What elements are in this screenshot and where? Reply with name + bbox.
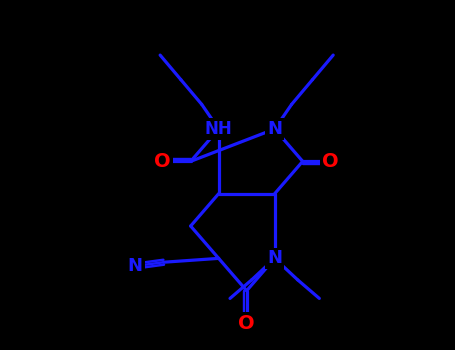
Text: O: O (323, 152, 339, 171)
Text: N: N (128, 257, 143, 275)
Text: NH: NH (205, 120, 233, 138)
Text: N: N (267, 120, 282, 138)
Text: O: O (238, 314, 255, 332)
Text: O: O (154, 152, 171, 171)
Text: N: N (267, 249, 282, 267)
